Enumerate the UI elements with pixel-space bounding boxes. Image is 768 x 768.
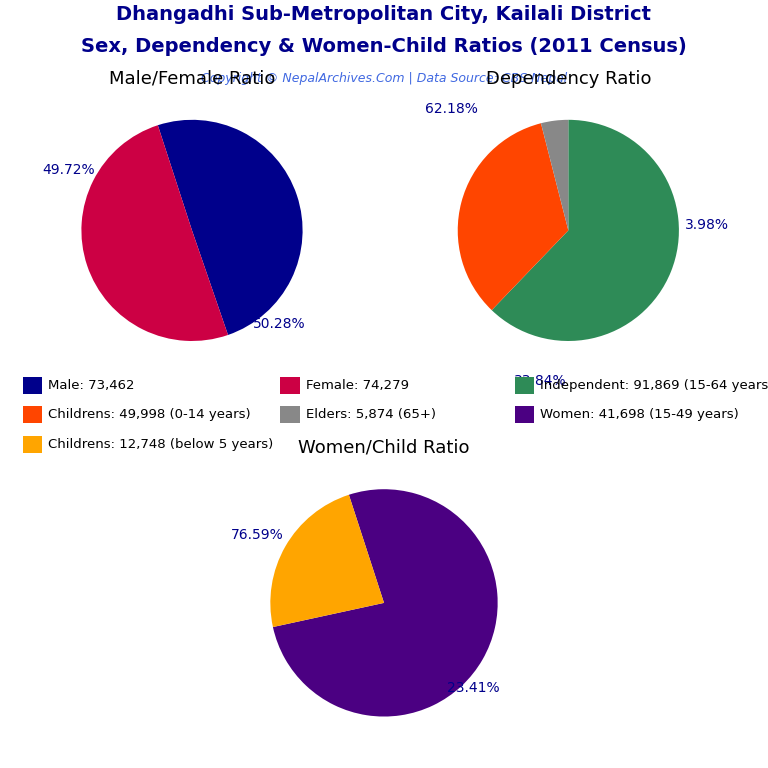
- Wedge shape: [492, 120, 679, 341]
- Text: Independent: 91,869 (15-64 years): Independent: 91,869 (15-64 years): [540, 379, 768, 392]
- Text: 23.41%: 23.41%: [446, 681, 499, 695]
- Bar: [515, 377, 534, 393]
- Title: Dependency Ratio: Dependency Ratio: [485, 70, 651, 88]
- Text: 50.28%: 50.28%: [253, 317, 306, 332]
- Title: Male/Female Ratio: Male/Female Ratio: [109, 70, 275, 88]
- Text: Women: 41,698 (15-49 years): Women: 41,698 (15-49 years): [540, 409, 739, 421]
- Text: Female: 74,279: Female: 74,279: [306, 379, 409, 392]
- Text: 3.98%: 3.98%: [684, 218, 728, 232]
- Text: Childrens: 49,998 (0-14 years): Childrens: 49,998 (0-14 years): [48, 409, 251, 421]
- Bar: [280, 377, 300, 393]
- Text: 76.59%: 76.59%: [230, 528, 283, 541]
- Text: 62.18%: 62.18%: [425, 101, 478, 116]
- Title: Women/Child Ratio: Women/Child Ratio: [298, 439, 470, 456]
- Text: Childrens: 12,748 (below 5 years): Childrens: 12,748 (below 5 years): [48, 438, 273, 451]
- Bar: [23, 406, 42, 423]
- Text: Copyright © NepalArchives.Com | Data Source: CBS Nepal: Copyright © NepalArchives.Com | Data Sou…: [201, 72, 567, 85]
- Wedge shape: [458, 123, 568, 310]
- Text: 49.72%: 49.72%: [43, 163, 95, 177]
- Wedge shape: [158, 120, 303, 335]
- Bar: [23, 377, 42, 393]
- Wedge shape: [541, 120, 568, 230]
- Text: Sex, Dependency & Women-Child Ratios (2011 Census): Sex, Dependency & Women-Child Ratios (20…: [81, 37, 687, 56]
- Text: Dhangadhi Sub-Metropolitan City, Kailali District: Dhangadhi Sub-Metropolitan City, Kailali…: [117, 5, 651, 24]
- Bar: [280, 406, 300, 423]
- Text: 33.84%: 33.84%: [515, 374, 567, 388]
- Bar: [23, 436, 42, 452]
- Text: Male: 73,462: Male: 73,462: [48, 379, 135, 392]
- Wedge shape: [273, 489, 498, 717]
- Bar: [515, 406, 534, 423]
- Wedge shape: [270, 495, 384, 627]
- Text: Elders: 5,874 (65+): Elders: 5,874 (65+): [306, 409, 435, 421]
- Wedge shape: [81, 125, 228, 341]
